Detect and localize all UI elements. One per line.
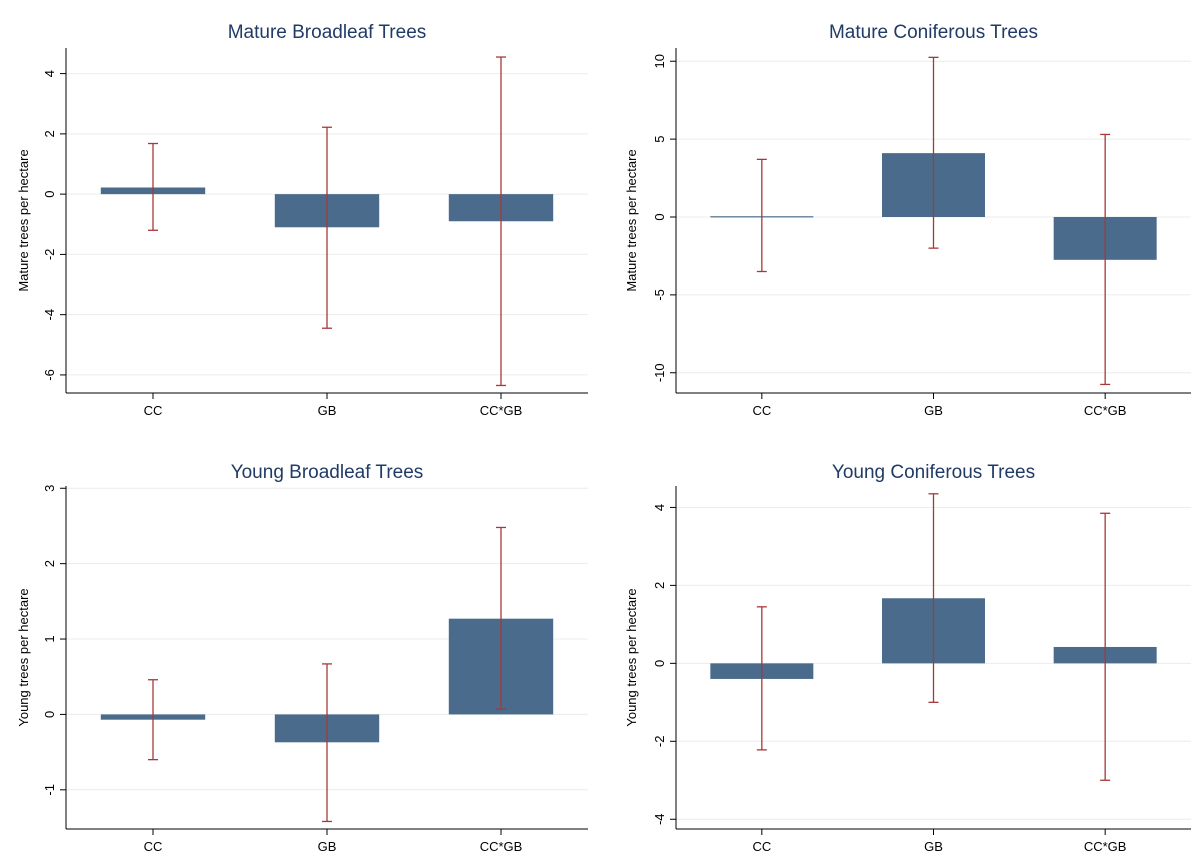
- y-tick-label: -1: [42, 784, 57, 796]
- y-axis-label: Mature trees per hectare: [624, 149, 639, 291]
- y-tick-label: -10: [652, 363, 667, 382]
- y-axis-label: Young trees per hectare: [624, 588, 639, 726]
- y-tick-label: -2: [42, 249, 57, 261]
- x-tick-label: CC*GB: [1084, 403, 1127, 418]
- y-tick-label: 4: [42, 70, 57, 77]
- y-tick-label: 4: [652, 504, 667, 511]
- y-tick-label: 2: [42, 130, 57, 137]
- x-tick-label: CC: [752, 403, 771, 418]
- y-tick-label: 0: [42, 191, 57, 198]
- x-tick-label: GB: [924, 403, 943, 418]
- chart-panel-young-coniferous: Young Coniferous Trees 4 2 0 -2 -4 Young trees…: [616, 446, 1201, 867]
- y-tick-label: 0: [652, 213, 667, 220]
- x-tick-label: CC*GB: [480, 403, 523, 418]
- y-tick-label: 1: [42, 635, 57, 642]
- y-tick-label: -5: [652, 289, 667, 301]
- chart-svg: Mature Broadleaf Trees 4 2 0 -2 -4 -6 Mature tr…: [16, 22, 588, 418]
- chart-title: Mature Broadleaf Trees: [228, 22, 427, 43]
- y-tick-label: -4: [652, 813, 667, 825]
- chart-title: Young Broadleaf Trees: [231, 462, 424, 483]
- x-tick-label: GB: [318, 403, 337, 418]
- y-tick-label: 0: [42, 711, 57, 718]
- y-tick-label: -4: [42, 309, 57, 321]
- chart-svg: Young Coniferous Trees 4 2 0 -2 -4 Young trees…: [624, 462, 1191, 854]
- x-tick-label: CC: [752, 839, 771, 854]
- x-tick-label: CC: [144, 839, 163, 854]
- y-tick-label: 5: [652, 136, 667, 143]
- y-tick-label: -2: [652, 736, 667, 748]
- chart-panel-mature-broadleaf: Mature Broadleaf Trees 4 2 0 -2 -4 -6 Mature tr…: [8, 6, 598, 436]
- y-tick-label: 0: [652, 660, 667, 667]
- y-tick-label: 3: [42, 485, 57, 492]
- y-axis-label: Mature trees per hectare: [16, 149, 31, 291]
- x-tick-label: GB: [318, 839, 337, 854]
- chart-title: Young Coniferous Trees: [832, 462, 1035, 483]
- chart-title: Mature Coniferous Trees: [829, 22, 1038, 43]
- chart-svg: Mature Coniferous Trees 10 5 0 -5 -10 Mature t…: [624, 22, 1191, 418]
- y-tick-label: -6: [42, 369, 57, 381]
- y-tick-label: 2: [652, 582, 667, 589]
- chart-panel-young-broadleaf: Young Broadleaf Trees 3 2 1 0 -1 Young trees p…: [8, 446, 598, 867]
- chart-svg: Young Broadleaf Trees 3 2 1 0 -1 Young trees p…: [16, 462, 588, 854]
- y-axis-label: Young trees per hectare: [16, 588, 31, 726]
- x-tick-label: CC*GB: [480, 839, 523, 854]
- chart-panel-mature-coniferous: Mature Coniferous Trees 10 5 0 -5 -10 Mature t…: [616, 6, 1201, 436]
- x-tick-label: CC*GB: [1084, 839, 1127, 854]
- x-tick-label: GB: [924, 839, 943, 854]
- y-tick-label: 10: [652, 54, 667, 68]
- y-tick-label: 2: [42, 560, 57, 567]
- x-tick-label: CC: [144, 403, 163, 418]
